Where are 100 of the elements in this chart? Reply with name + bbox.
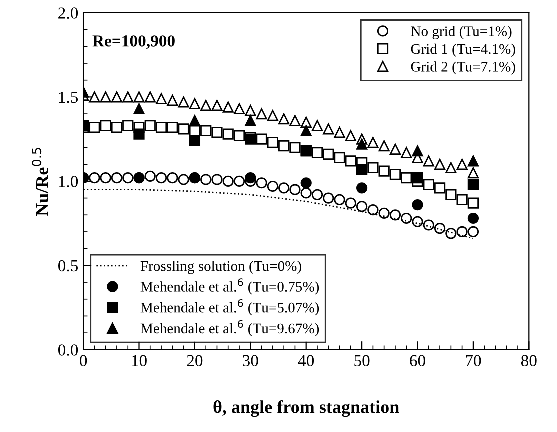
point: [134, 128, 145, 140]
point: [468, 167, 480, 179]
point: [446, 228, 457, 240]
legend-label: Grid 2 (Tu=7.1%): [411, 62, 516, 75]
point: [256, 108, 268, 120]
point: [290, 115, 301, 126]
point: [144, 120, 156, 132]
point: [256, 134, 268, 145]
point: [267, 110, 278, 122]
legend-label: No grid (Tu=1%): [411, 26, 512, 40]
point: [222, 102, 234, 113]
point: [423, 220, 434, 231]
point: [212, 127, 223, 138]
y-axis-title: Nu/Re$^{0.5}$: [32, 148, 49, 216]
point: [423, 179, 434, 190]
point: [178, 96, 190, 108]
point: [245, 115, 256, 126]
point: [100, 172, 112, 184]
point: [300, 116, 312, 128]
point: [134, 103, 145, 115]
point: [378, 140, 390, 152]
point: [189, 115, 201, 126]
point: [89, 122, 100, 134]
point: [368, 137, 379, 148]
point: [345, 130, 356, 142]
legend-label: Mehendale et al.$^{6}$ (Tu=0.75%): [140, 278, 320, 295]
x-tick-label: 10: [132, 355, 147, 367]
x-tick-label: 80: [521, 355, 537, 367]
point: [390, 210, 402, 221]
x-tick-label: 0: [80, 355, 88, 367]
x-tick-label: 60: [410, 355, 426, 367]
point: [356, 201, 368, 212]
point: [356, 138, 368, 150]
point: [356, 182, 368, 194]
point: [267, 137, 278, 148]
point: [356, 134, 368, 145]
point: [323, 148, 334, 160]
point: [334, 127, 346, 138]
y-tick-label: 2.0: [58, 8, 78, 19]
point: [323, 192, 334, 204]
y-tick-label: 0.5: [58, 260, 78, 272]
point: [134, 92, 145, 103]
point: [278, 140, 290, 152]
point: [401, 147, 412, 158]
point: [111, 172, 123, 184]
point: [412, 199, 424, 211]
point: [345, 156, 356, 167]
point: [378, 208, 390, 220]
point: [334, 194, 346, 206]
legend-label: Mehendale et al.$^{6}$ (Tu=9.67%): [140, 320, 320, 337]
point: [278, 114, 290, 125]
point: [100, 92, 112, 103]
point: [290, 184, 301, 196]
point: [368, 162, 379, 174]
point: [200, 174, 212, 186]
point: [434, 159, 446, 170]
point: [468, 226, 480, 238]
point: [200, 125, 212, 136]
annotation: Re=100,900: [92, 36, 175, 50]
point: [189, 125, 201, 136]
point: [89, 92, 100, 103]
point: [323, 124, 334, 135]
point: [245, 105, 256, 116]
legend-label: Grid 1 (Tu=4.1%): [411, 44, 516, 58]
point: [189, 98, 201, 110]
point: [212, 100, 223, 112]
point: [412, 172, 424, 184]
y-tick-label: 1.5: [59, 92, 78, 104]
point: [111, 122, 123, 134]
point: [412, 146, 424, 157]
x-tick-label: 70: [466, 355, 482, 367]
point: [278, 182, 290, 194]
point: [100, 120, 112, 132]
point: [167, 95, 178, 106]
point: [434, 182, 446, 194]
point: [412, 216, 424, 228]
point: [122, 120, 134, 132]
point: [401, 172, 412, 184]
x-tick-label: 40: [298, 355, 314, 367]
x-axis-title: θ, angle from stagnation: [214, 400, 400, 418]
point: [368, 204, 379, 216]
point: [178, 174, 190, 186]
legend-label: Mehendale et al.$^{6}$ (Tu=5.07%): [140, 299, 320, 316]
x-tick-label: 20: [187, 355, 203, 367]
point: [456, 226, 468, 238]
point: [290, 142, 301, 154]
point: [156, 93, 168, 104]
point: [267, 180, 278, 192]
point: [468, 179, 480, 190]
point: [245, 172, 256, 184]
point: [300, 125, 312, 136]
point: [401, 212, 412, 224]
point: [390, 169, 402, 180]
point: [334, 152, 346, 164]
point: [222, 128, 234, 140]
point: [356, 164, 368, 176]
point: [300, 178, 312, 189]
point: [89, 172, 100, 184]
point: [144, 92, 156, 103]
point: [122, 172, 134, 184]
